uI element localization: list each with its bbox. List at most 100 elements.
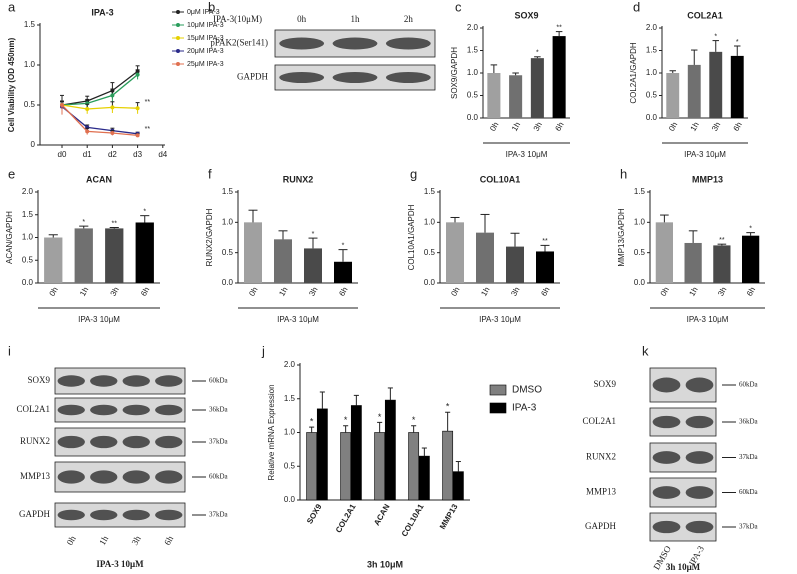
bar bbox=[684, 242, 702, 283]
y-axis-label: MMP13/GAPDH bbox=[617, 208, 626, 266]
band bbox=[652, 377, 681, 393]
panel-letter: i bbox=[8, 343, 11, 358]
y-tick-label: 1.0 bbox=[467, 68, 479, 77]
size-label: 36kDa bbox=[209, 406, 229, 414]
bar bbox=[274, 239, 292, 283]
series-line bbox=[61, 106, 138, 135]
band bbox=[652, 415, 681, 429]
row-label: GAPDH bbox=[19, 509, 51, 519]
significance: ** bbox=[556, 24, 562, 31]
y-axis-label: Relative mRNA Expression bbox=[267, 384, 276, 480]
band bbox=[122, 509, 150, 521]
bar bbox=[687, 64, 701, 118]
size-label: 37kDa bbox=[209, 438, 229, 446]
row-label: GAPDH bbox=[237, 72, 269, 82]
bar bbox=[408, 432, 420, 501]
band bbox=[652, 520, 681, 534]
x-tick-label: d0 bbox=[58, 150, 67, 159]
lane-label: 3h bbox=[130, 534, 143, 547]
legend-marker bbox=[176, 23, 180, 27]
x-tick-label: COL10A1 bbox=[400, 502, 426, 538]
bar bbox=[709, 51, 723, 118]
bar bbox=[244, 222, 262, 283]
band bbox=[685, 486, 714, 499]
bar bbox=[384, 399, 396, 501]
band bbox=[122, 435, 150, 449]
bar bbox=[666, 73, 680, 118]
significance: * bbox=[714, 33, 717, 40]
x-tick-label: 0h bbox=[48, 286, 60, 298]
size-label: 60kDa bbox=[739, 381, 759, 389]
y-tick-label: 0.5 bbox=[467, 91, 479, 100]
row-label: SOX9 bbox=[27, 375, 50, 385]
lane-label: 1h bbox=[351, 14, 361, 24]
blot-header: IPA-3(10μM) bbox=[213, 14, 262, 24]
y-tick-label: 2.0 bbox=[284, 360, 296, 369]
point bbox=[135, 106, 140, 111]
x-axis-label: IPA-3 10μM bbox=[479, 315, 521, 324]
blot-footer: IPA-3 10μM bbox=[96, 559, 144, 569]
x-tick-label: 6h bbox=[745, 286, 757, 298]
x-tick-label: 0h bbox=[659, 286, 671, 298]
size-label: 37kDa bbox=[209, 511, 229, 519]
bar bbox=[506, 246, 524, 283]
band bbox=[652, 451, 681, 464]
y-tick-label: 1.0 bbox=[284, 428, 296, 437]
bar bbox=[44, 237, 63, 283]
band bbox=[90, 509, 118, 521]
legend-label: 10μM IPA-3 bbox=[187, 22, 224, 29]
y-axis-label: Cell Viability (OD 450nm) bbox=[7, 37, 16, 132]
significance: * bbox=[312, 231, 315, 238]
chart-title: COL10A1 bbox=[480, 174, 521, 184]
band bbox=[155, 435, 183, 449]
significance: ** bbox=[145, 126, 151, 133]
x-axis-label: IPA-3 10μM bbox=[78, 315, 120, 324]
bar bbox=[316, 408, 328, 501]
y-tick-label: 1.5 bbox=[467, 46, 479, 55]
y-tick-label: 1.5 bbox=[284, 394, 296, 403]
bar bbox=[452, 471, 464, 501]
y-tick-label: 2.0 bbox=[22, 187, 34, 196]
significance: * bbox=[412, 415, 416, 425]
row-label: GAPDH bbox=[585, 521, 617, 531]
bar bbox=[334, 261, 352, 283]
x-tick-label: SOX9 bbox=[305, 502, 324, 525]
band bbox=[155, 375, 183, 387]
band bbox=[90, 404, 118, 416]
row-label: MMP13 bbox=[586, 487, 617, 497]
band bbox=[57, 435, 85, 449]
lane-label: 6h bbox=[162, 534, 175, 547]
panel-letter: a bbox=[8, 0, 16, 14]
y-tick-label: 2.0 bbox=[646, 23, 658, 32]
series-line bbox=[61, 104, 138, 137]
x-tick-label: 3h bbox=[532, 121, 544, 133]
band bbox=[385, 37, 431, 50]
x-tick-label: 3h bbox=[109, 286, 121, 298]
size-label: 37kDa bbox=[739, 453, 759, 461]
y-tick-label: 0.5 bbox=[24, 100, 36, 109]
x-tick-label: d3 bbox=[133, 150, 142, 159]
x-tick-label: 6h bbox=[539, 286, 551, 298]
size-label: 36kDa bbox=[739, 418, 759, 426]
bar bbox=[304, 248, 322, 283]
band bbox=[155, 404, 183, 416]
significance: * bbox=[310, 416, 314, 426]
x-tick-label: 1h bbox=[689, 121, 701, 133]
y-tick-label: 0.5 bbox=[284, 461, 296, 470]
y-tick-label: 0.5 bbox=[222, 248, 234, 257]
y-tick-label: 0.5 bbox=[424, 248, 436, 257]
significance: * bbox=[82, 219, 85, 226]
panel-letter: f bbox=[208, 166, 212, 181]
x-tick-label: 3h bbox=[509, 286, 521, 298]
band bbox=[90, 375, 118, 387]
bar bbox=[530, 58, 544, 118]
bar bbox=[340, 432, 352, 501]
bar bbox=[742, 235, 760, 283]
legend-label: 25μM IPA-3 bbox=[187, 61, 224, 68]
legend-marker bbox=[176, 10, 180, 14]
panel-letter: j bbox=[261, 343, 265, 358]
x-tick-label: 3h bbox=[710, 121, 722, 133]
row-label: SOX9 bbox=[593, 379, 616, 389]
band bbox=[57, 375, 85, 387]
